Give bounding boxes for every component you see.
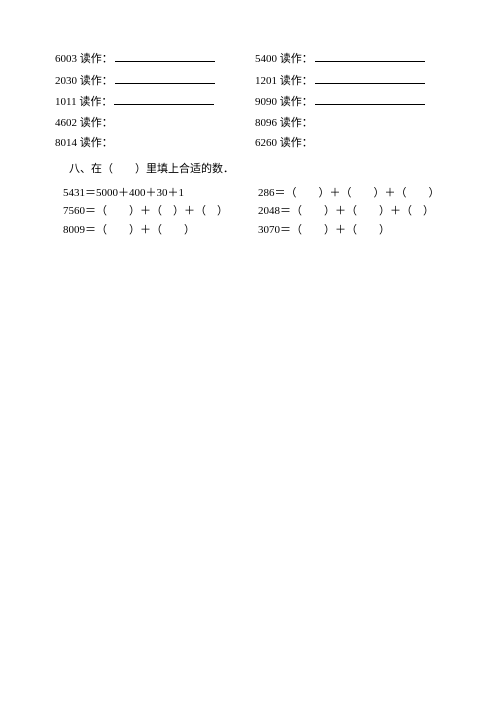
reading-exercise-block: 6003 读作： 5400 读作： 2030 读作： 1201 读作： 1011… xyxy=(55,50,445,153)
equation-right: 286＝（ ）＋（ ）＋（ ） xyxy=(258,185,445,203)
equation-right: 2048＝（ ）＋（ ）＋（ ） xyxy=(258,203,445,221)
reading-label: 5400 读作： xyxy=(255,51,313,69)
answer-blank[interactable] xyxy=(115,50,215,62)
answer-blank[interactable] xyxy=(114,93,214,105)
reading-label: 2030 读作： xyxy=(55,73,113,91)
reading-label: 6003 读作： xyxy=(55,51,113,69)
equation-left: 5431＝5000＋400＋30＋1 xyxy=(63,185,258,203)
reading-row: 6003 读作： 5400 读作： xyxy=(55,50,445,69)
equation-right: 3070＝（ ）＋（ ） xyxy=(258,222,445,240)
equation-left: 7560＝（ ）＋（ ）＋（ ） xyxy=(63,203,258,221)
reading-label: 6260 读作： xyxy=(255,135,313,153)
reading-label: 4602 读作： xyxy=(55,115,113,133)
answer-blank[interactable] xyxy=(315,72,425,84)
reading-row: 8014 读作： 6260 读作： xyxy=(55,135,445,153)
section-8-title: 八、在（ ）里填上合适的数． xyxy=(55,161,445,179)
reading-row: 1011 读作： 9090 读作： xyxy=(55,93,445,112)
reading-label: 9090 读作： xyxy=(255,94,313,112)
reading-row: 2030 读作： 1201 读作： xyxy=(55,72,445,91)
reading-label: 1011 读作： xyxy=(55,94,112,112)
answer-blank[interactable] xyxy=(315,93,425,105)
equation-row: 8009＝（ ）＋（ ） 3070＝（ ）＋（ ） xyxy=(63,222,445,240)
reading-row: 4602 读作： 8096 读作： xyxy=(55,115,445,133)
equation-block: 5431＝5000＋400＋30＋1 286＝（ ）＋（ ）＋（ ） 7560＝… xyxy=(63,185,445,240)
equation-row: 7560＝（ ）＋（ ）＋（ ） 2048＝（ ）＋（ ）＋（ ） xyxy=(63,203,445,221)
answer-blank[interactable] xyxy=(115,72,215,84)
answer-blank[interactable] xyxy=(315,50,425,62)
reading-label: 8096 读作： xyxy=(255,115,313,133)
equation-left: 8009＝（ ）＋（ ） xyxy=(63,222,258,240)
equation-row: 5431＝5000＋400＋30＋1 286＝（ ）＋（ ）＋（ ） xyxy=(63,185,445,203)
reading-label: 1201 读作： xyxy=(255,73,313,91)
reading-label: 8014 读作： xyxy=(55,135,113,153)
